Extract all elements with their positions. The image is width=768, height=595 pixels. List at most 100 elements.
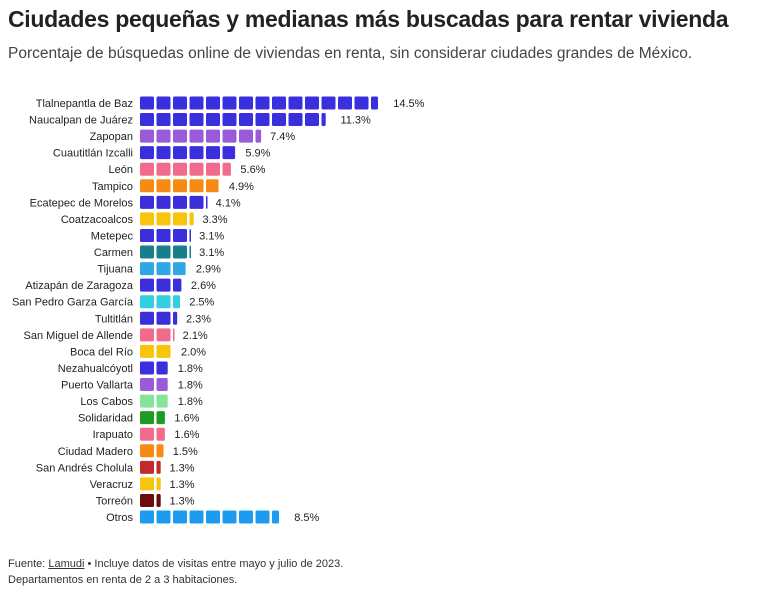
bar-unit-square: [140, 444, 154, 458]
bar-unit-square: [239, 510, 253, 524]
value-label: 14.5%: [393, 98, 424, 110]
bar-unit-square: [206, 195, 208, 209]
bar-unit-square: [140, 146, 154, 160]
bar-unit-square: [156, 245, 171, 259]
bar-unit-square: [156, 129, 171, 143]
pictogram-bar-chart: Tlalnepantla de Baz 14.5% Naucalpan de Juá…: [12, 96, 425, 524]
value-label: 5.9%: [245, 148, 270, 160]
bar-unit-square: [156, 427, 165, 441]
value-label: 1.5%: [173, 446, 198, 458]
category-label: Ciudad Madero: [58, 446, 133, 458]
bar-unit-square: [173, 510, 187, 524]
bar-unit-square: [140, 162, 154, 176]
bar-unit-square: [156, 311, 171, 325]
bar-unit-square: [189, 510, 204, 524]
bar-unit-square: [206, 129, 220, 143]
bar-unit-square: [140, 361, 154, 375]
value-label: 11.3%: [340, 115, 371, 127]
bar-unit-square: [140, 278, 154, 292]
category-label: San Pedro Garza García: [12, 297, 134, 309]
bar-unit-square: [140, 427, 154, 441]
bar-unit-square: [156, 444, 164, 458]
bar-unit-square: [173, 129, 187, 143]
value-label: 4.9%: [229, 181, 254, 193]
footer: Fuente: Lamudi • Incluye datos de visita…: [8, 556, 343, 588]
bar-unit-square: [189, 228, 191, 242]
value-label: 3.1%: [199, 247, 224, 259]
category-label: Torreón: [96, 495, 133, 507]
bar-unit-square: [239, 113, 253, 127]
bar-unit-square: [305, 96, 319, 110]
bar-unit-square: [140, 477, 154, 491]
value-label: 8.5%: [294, 512, 319, 524]
bar-unit-square: [173, 245, 187, 259]
bar-unit-square: [206, 96, 220, 110]
bar-unit-square: [140, 311, 154, 325]
value-label: 3.1%: [199, 230, 224, 242]
bar-unit-square: [140, 245, 154, 259]
bar-unit-square: [189, 245, 191, 259]
bar-unit-square: [272, 510, 279, 524]
bar-unit-square: [156, 378, 168, 392]
category-label: Cuautitlán Izcalli: [53, 148, 133, 160]
category-label: Zapopan: [90, 131, 133, 143]
bar-unit-square: [156, 113, 171, 127]
bar-unit-square: [173, 113, 187, 127]
category-label: Boca del Río: [70, 346, 133, 358]
bar-unit-square: [288, 113, 303, 127]
chart-title: Ciudades pequeñas y medianas más buscada…: [8, 6, 729, 32]
value-label: 2.9%: [196, 264, 221, 276]
value-label: 1.3%: [169, 479, 194, 491]
bar-unit-square: [173, 262, 186, 276]
bar-unit-square: [305, 113, 319, 127]
bar-unit-square: [140, 96, 154, 110]
bar-unit-square: [156, 411, 165, 425]
footer-note: • Incluye datos de visitas entre mayo y …: [87, 558, 344, 570]
bar-unit-square: [156, 162, 171, 176]
value-label: 2.0%: [181, 346, 206, 358]
chart-subtitle: Porcentaje de búsquedas online de vivien…: [8, 45, 693, 62]
bar-unit-square: [156, 278, 171, 292]
bar-unit-square: [140, 460, 154, 474]
bar-unit-square: [222, 113, 237, 127]
bar-unit-square: [354, 96, 369, 110]
value-label: 2.5%: [189, 297, 214, 309]
bar-unit-square: [140, 493, 154, 507]
bar-unit-square: [255, 113, 270, 127]
bar-unit-square: [189, 179, 204, 193]
bar-unit-square: [156, 146, 171, 160]
bar-unit-square: [140, 328, 154, 342]
category-label: Carmen: [94, 247, 133, 259]
bar-unit-square: [222, 96, 237, 110]
category-label: Tijuana: [97, 264, 134, 276]
value-label: 1.6%: [174, 413, 199, 425]
category-label: Naucalpan de Juárez: [29, 115, 133, 127]
value-label: 5.6%: [240, 164, 265, 176]
bar-unit-square: [189, 113, 204, 127]
bar-unit-square: [173, 96, 187, 110]
value-label: 2.3%: [186, 313, 211, 325]
bar-unit-square: [222, 162, 231, 176]
value-label: 1.3%: [169, 495, 194, 507]
bar-unit-square: [156, 394, 168, 408]
bar-unit-square: [140, 195, 154, 209]
category-label: Otros: [106, 512, 133, 524]
bar-unit-square: [222, 146, 236, 160]
value-label: 4.1%: [216, 197, 241, 209]
bar-unit-square: [156, 460, 161, 474]
category-label: San Miguel de Allende: [24, 330, 133, 342]
value-label: 1.8%: [178, 363, 203, 375]
value-label: 7.4%: [270, 131, 295, 143]
bar-unit-square: [173, 311, 178, 325]
bar-unit-square: [338, 96, 352, 110]
bar-unit-square: [140, 212, 154, 226]
bar-unit-square: [156, 295, 171, 309]
bar-unit-square: [140, 228, 154, 242]
bar-unit-square: [255, 510, 270, 524]
source-link[interactable]: Lamudi: [48, 558, 85, 570]
bar-unit-square: [140, 510, 154, 524]
bar-unit-square: [140, 394, 154, 408]
bar-unit-square: [173, 195, 187, 209]
bar-unit-square: [173, 328, 175, 342]
bar-unit-square: [189, 195, 204, 209]
